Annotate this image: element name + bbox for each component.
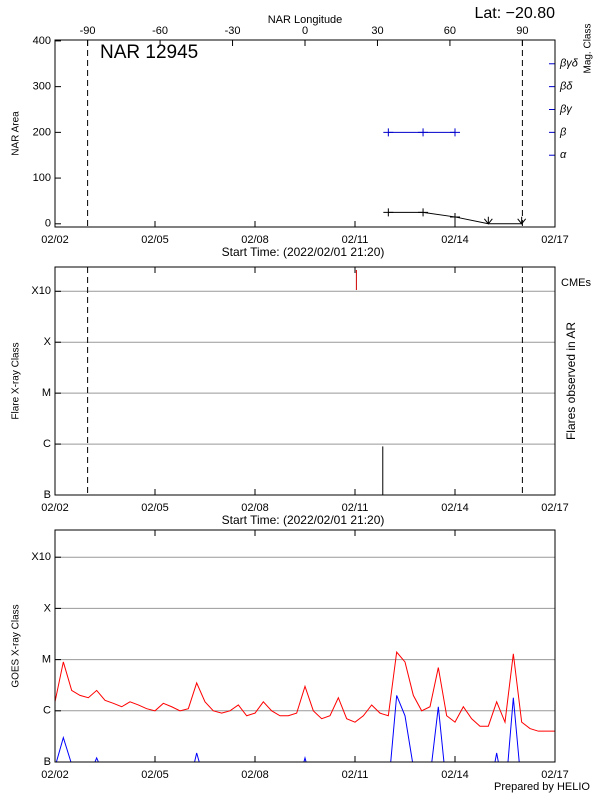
chart-title: NAR 12945 (100, 42, 198, 63)
y-axis-label: NAR Area (11, 111, 22, 156)
x-tick-label: 02/17 (541, 769, 569, 781)
x-tick-label: 02/14 (441, 234, 469, 246)
x-tick-label: 02/02 (41, 234, 69, 246)
y-tick-label: M (42, 387, 51, 399)
x-tick-label: 02/17 (541, 502, 569, 514)
x2-tick-label: 0 (302, 25, 308, 37)
x-tick-label: 02/14 (441, 769, 469, 781)
x-tick-label: 02/14 (441, 502, 469, 514)
y-tick-label: M (42, 654, 51, 666)
y2-axis-label: Mag. Class (583, 23, 594, 73)
x-tick-label: 02/08 (241, 502, 269, 514)
plot-frame (54, 266, 556, 496)
y-tick-label: B (44, 489, 51, 501)
point-marker (383, 128, 394, 137)
plot-frame (54, 39, 556, 228)
x-tick-label: 02/11 (342, 769, 369, 781)
chart-subtitle: Lat: −20.80 (474, 5, 555, 22)
x2-axis-label: NAR Longitude (268, 14, 343, 26)
x2-tick-label: -90 (80, 25, 96, 37)
x-axis-label: Start Time: (2022/02/01 21:20) (222, 245, 385, 259)
point-marker (483, 216, 493, 225)
y2-axis-label: Flares observed in AR (564, 322, 578, 440)
x2-tick-label: 90 (516, 25, 528, 37)
x-tick-label: 02/05 (141, 769, 169, 781)
y-tick-label: B (44, 756, 51, 768)
x2-tick-label: -30 (225, 25, 241, 37)
y2-tick-label: α (560, 149, 567, 161)
point-marker (418, 208, 429, 217)
y-tick-label: 400 (33, 35, 51, 47)
point-marker (450, 212, 460, 221)
x-tick-label: 02/05 (141, 502, 169, 514)
x-tick-label: 02/02 (41, 769, 69, 781)
y-tick-label: X (44, 602, 52, 614)
series-line (55, 650, 555, 732)
point-marker (383, 208, 394, 217)
y-tick-label: X10 (31, 285, 51, 297)
y2-tick-label: βγ (559, 103, 573, 115)
y2-tick-label: β (559, 126, 567, 138)
cme-label: CMEs (561, 277, 591, 289)
x-tick-label: 02/17 (541, 234, 569, 246)
y2-tick-label: βδ (559, 81, 573, 93)
x-tick-label: 02/08 (241, 769, 269, 781)
y-tick-label: C (43, 705, 51, 717)
series-line (55, 695, 520, 762)
x2-tick-label: 30 (371, 25, 383, 37)
y-tick-label: X10 (31, 551, 51, 563)
point-marker (517, 216, 527, 225)
y-axis-label: Flare X-ray Class (11, 342, 22, 419)
y2-tick-label: βγδ (559, 58, 579, 70)
x-axis-label: Start Time: (2022/02/01 21:20) (222, 513, 385, 527)
y-tick-label: X (44, 336, 52, 348)
x2-tick-label: -60 (152, 25, 168, 37)
x-tick-label: 02/08 (241, 234, 269, 246)
y-tick-label: 100 (33, 172, 51, 184)
y-tick-label: 300 (33, 81, 51, 93)
y-tick-label: C (43, 438, 51, 450)
plot-frame (54, 529, 556, 763)
footer: Prepared by HELIO (494, 781, 590, 793)
x-tick-label: 02/05 (141, 234, 169, 246)
x-tick-label: 02/02 (41, 502, 69, 514)
point-marker (450, 128, 460, 137)
y-tick-label: 200 (33, 126, 51, 138)
x2-tick-label: 60 (444, 25, 456, 37)
y-axis-label: GOES X-ray Class (11, 604, 22, 687)
y-tick-label: 0 (45, 218, 51, 230)
point-marker (418, 128, 429, 137)
x-tick-label: 02/11 (342, 234, 369, 246)
x-tick-label: 02/11 (342, 502, 369, 514)
